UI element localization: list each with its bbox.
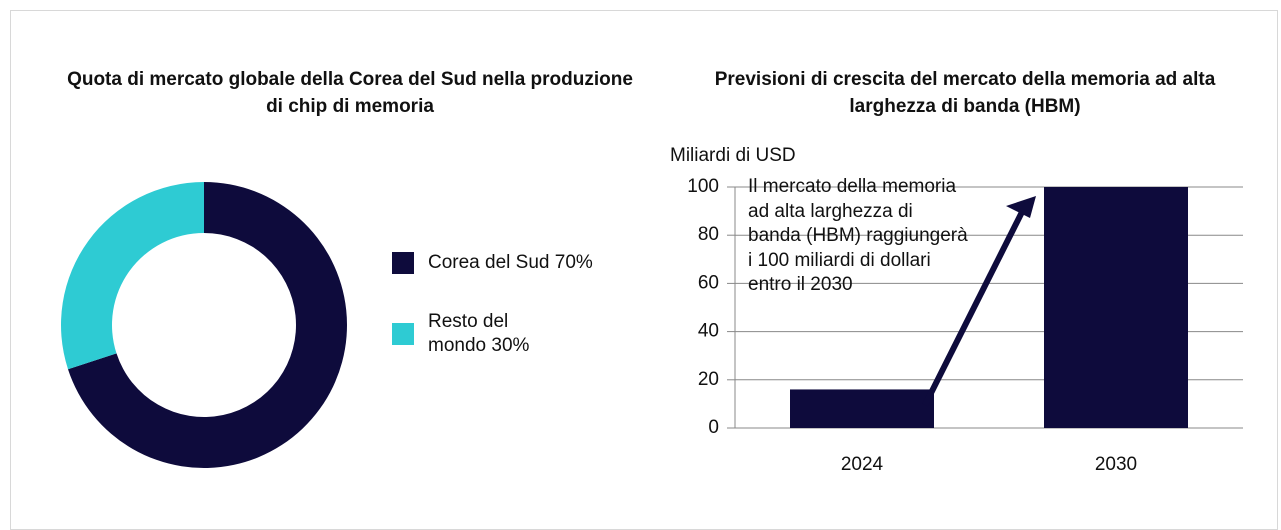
y-tick-label: 20: [698, 369, 719, 390]
donut-title: Quota di mercato globale della Corea del…: [67, 69, 633, 117]
legend-swatch: [392, 252, 414, 274]
y-tick-label: 40: [698, 321, 719, 342]
annotation: Il mercato della memoria ad alta larghez…: [748, 176, 968, 295]
bar: [790, 389, 934, 428]
x-tick-label: 2030: [1095, 454, 1137, 475]
y-tick-label: 60: [698, 272, 719, 293]
bar-title: Previsioni di crescita del mercato della…: [714, 69, 1216, 117]
y-axis-label: Miliardi di USD: [670, 145, 796, 166]
y-tick-label: 0: [708, 417, 719, 438]
x-tick-label: 2024: [841, 454, 884, 475]
arrow-head: [1006, 196, 1036, 218]
legend-item: Corea del Sud 70%: [392, 251, 652, 275]
donut-slice: [67, 182, 348, 468]
y-tick-label: 100: [687, 176, 719, 197]
donut-slice: [60, 182, 204, 370]
legend-label: Resto del mondo 30%: [428, 311, 530, 356]
legend-label: Corea del Sud 70%: [428, 252, 593, 273]
bar: [1044, 187, 1188, 428]
y-tick-label: 80: [698, 224, 719, 245]
legend-item: Resto del mondo 30%: [392, 310, 652, 358]
legend-swatch: [392, 323, 414, 345]
arrow-shaft: [922, 210, 1025, 407]
